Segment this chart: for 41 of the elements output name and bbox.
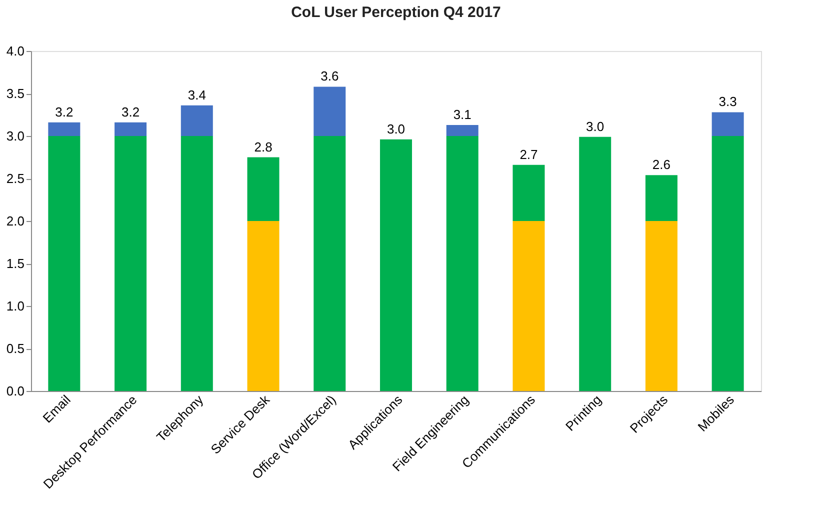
y-tick-label: 4.0	[6, 44, 24, 58]
y-tick-label: 0.0	[6, 384, 24, 398]
chart-title: CoL User Perception Q4 2017	[291, 4, 501, 21]
total-label: 3.4	[188, 87, 206, 102]
total-label: 2.6	[652, 157, 670, 172]
bar	[712, 112, 744, 136]
total-label: 3.6	[320, 68, 339, 84]
total-label: 3.2	[122, 104, 140, 120]
bar	[314, 86, 346, 136]
bar	[446, 136, 478, 391]
y-tick-label: 0.5	[6, 341, 24, 356]
total-label: 3.0	[386, 121, 406, 136]
bar	[48, 122, 80, 136]
bar	[645, 221, 678, 391]
total-label: 3.1	[453, 106, 472, 122]
bar	[512, 221, 545, 391]
bar	[712, 136, 744, 391]
total-label: 3.2	[55, 104, 74, 120]
bar	[645, 175, 678, 221]
bar	[48, 136, 80, 391]
y-tick-label: 2.0	[6, 214, 24, 228]
bar	[446, 124, 478, 136]
y-tick-label: 1.0	[6, 298, 24, 314]
bar	[314, 136, 346, 391]
total-label: 3.3	[718, 94, 737, 110]
bar	[247, 221, 280, 391]
y-tick-label: 3.5	[6, 86, 24, 101]
bar	[579, 136, 612, 391]
y-tick-label: 3.0	[6, 128, 24, 144]
bar	[114, 122, 147, 136]
bar	[114, 136, 147, 391]
bar	[180, 105, 213, 136]
bar	[380, 139, 412, 391]
y-tick-label: 1.5	[6, 256, 24, 271]
total-label: 2.7	[520, 146, 538, 162]
total-label: 2.8	[254, 139, 272, 154]
total-label: 3.0	[586, 118, 604, 134]
bar	[512, 164, 545, 221]
y-tick-label: 2.5	[6, 171, 24, 186]
bar	[247, 157, 280, 221]
bar	[180, 136, 213, 391]
